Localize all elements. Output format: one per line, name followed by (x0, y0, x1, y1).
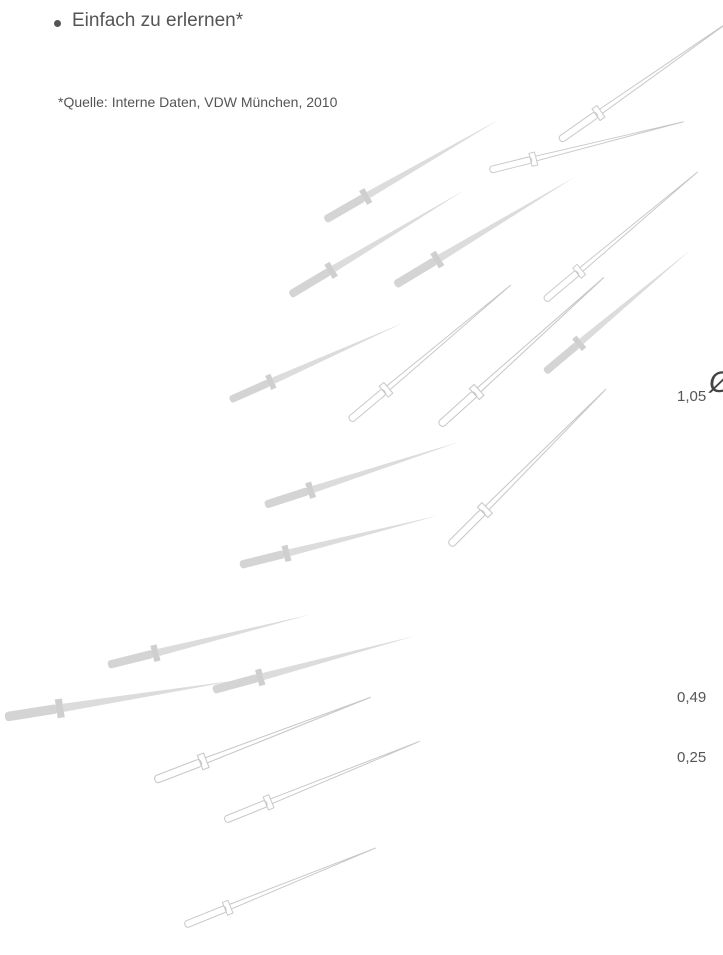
file-illustration (540, 166, 703, 306)
file-illustration (238, 507, 440, 573)
file-illustration (3, 670, 240, 727)
bullet-text: Einfach zu erlernen* (72, 10, 244, 31)
file-illustration (262, 434, 462, 513)
file-illustration (221, 734, 423, 827)
bullet-dot (54, 20, 61, 27)
diameter-value: 0,25 (677, 749, 707, 766)
file-illustration (540, 244, 696, 378)
file-illustration (345, 279, 516, 426)
file-illustration (555, 13, 723, 147)
diameter-value: 1,05 (677, 388, 707, 405)
file-illustration (487, 114, 686, 177)
footnote: *Quelle: Interne Daten, VDW München, 201… (58, 94, 338, 110)
diameter-value: 0,49 (677, 689, 707, 706)
file-illustration (181, 841, 379, 932)
file-illustration (321, 113, 503, 227)
file-illustration (285, 182, 470, 302)
file-illustration (444, 383, 612, 551)
file-illustration (210, 628, 417, 699)
file-illustration (226, 315, 407, 407)
diameter-symbol: Ø (709, 366, 723, 400)
file-illustration (434, 271, 610, 431)
file-illustration (151, 689, 374, 788)
file-illustration (105, 606, 312, 674)
file-illustration (390, 169, 580, 293)
